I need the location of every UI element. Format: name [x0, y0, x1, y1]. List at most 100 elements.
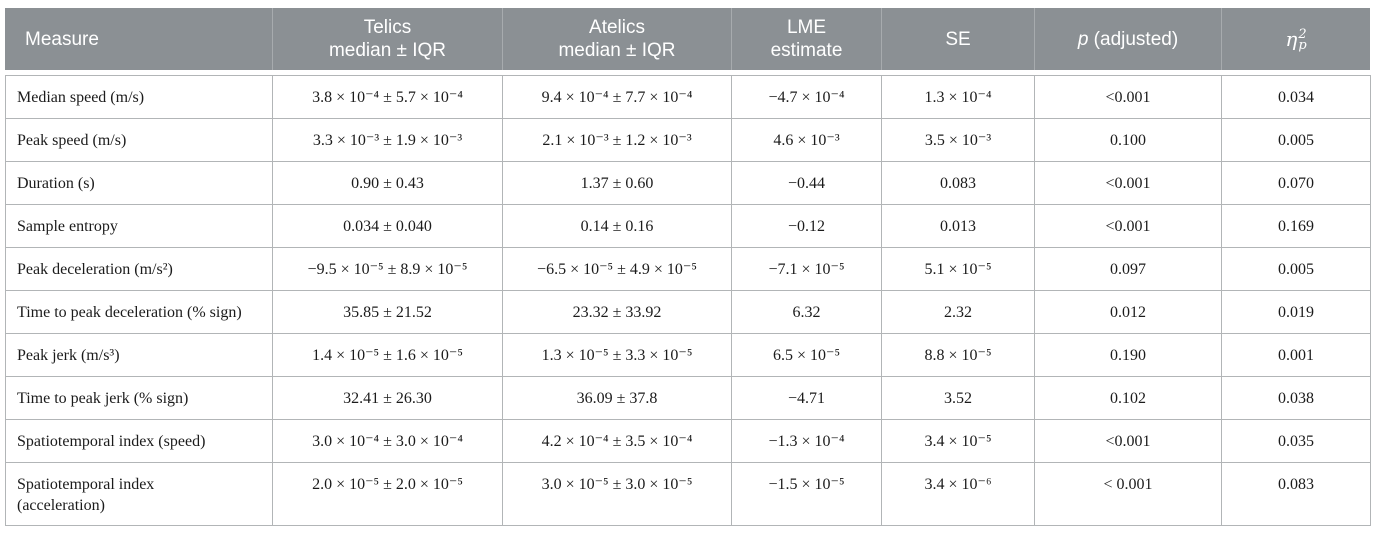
lme-estimate-cell: −1.3 × 10⁻⁴ [731, 419, 882, 463]
eta-squared-cell: 0.035 [1221, 419, 1371, 463]
telics-value-cell: 2.0 × 10⁻⁵ ± 2.0 × 10⁻⁵ [272, 462, 503, 526]
measure-cell: Spatiotemporal index (speed) [5, 419, 273, 463]
lme-estimate-cell: −1.5 × 10⁻⁵ [731, 462, 882, 526]
table-body: Median speed (m/s) 3.8 × 10⁻⁴ ± 5.7 × 10⁻… [5, 75, 1371, 526]
lme-estimate-cell: −0.44 [731, 161, 882, 205]
telics-value-cell: 0.90 ± 0.43 [272, 161, 503, 205]
results-table: Median speed (m/s) 3.8 × 10⁻⁴ ± 5.7 × 10⁻… [5, 75, 1371, 526]
p-value-cell: 0.012 [1034, 290, 1222, 334]
table-row: Time to peak deceleration (% sign) 35.85 … [5, 290, 1371, 334]
table-row: Peak deceleration (m/s²) −9.5 × 10⁻⁵ ± 8.… [5, 247, 1371, 291]
se-cell: 3.4 × 10⁻⁶ [881, 462, 1035, 526]
se-cell: 8.8 × 10⁻⁵ [881, 333, 1035, 377]
col-header-measure-label: Measure [25, 28, 99, 50]
col-header-p-adjusted: p (adjusted) [1034, 8, 1221, 70]
eta-subscript: p [1298, 38, 1307, 53]
table-row: Time to peak jerk (% sign) 32.41 ± 26.30 3… [5, 376, 1371, 420]
table-row: Sample entropy 0.034 ± 0.040 0.14 ± 0.16 −0… [5, 204, 1371, 248]
atelics-value-cell: −6.5 × 10⁻⁵ ± 4.9 × 10⁻⁵ [502, 247, 732, 291]
eta-squared-cell: 0.083 [1221, 462, 1371, 526]
telics-value-cell: 1.4 × 10⁻⁵ ± 1.6 × 10⁻⁵ [272, 333, 503, 377]
p-value-cell: 0.190 [1034, 333, 1222, 377]
lme-estimate-cell: 6.32 [731, 290, 882, 334]
measure-cell: Peak deceleration (m/s²) [5, 247, 273, 291]
col-header-se-label: SE [945, 28, 971, 50]
atelics-value-cell: 1.3 × 10⁻⁵ ± 3.3 × 10⁻⁵ [502, 333, 732, 377]
p-value-cell: <0.001 [1034, 419, 1222, 463]
se-cell: 1.3 × 10⁻⁴ [881, 75, 1035, 119]
eta-base: η [1285, 26, 1298, 51]
atelics-value-cell: 23.32 ± 33.92 [502, 290, 732, 334]
col-header-se: SE [881, 8, 1034, 70]
measure-cell: Median speed (m/s) [5, 75, 273, 119]
p-symbol: p [1077, 28, 1089, 50]
measure-cell: Duration (s) [5, 161, 273, 205]
p-value-cell: <0.001 [1034, 161, 1222, 205]
col-header-atelics: Atelics median ± IQR [502, 8, 731, 70]
col-header-lme-line1: LME [786, 17, 827, 38]
p-value-cell: 0.100 [1034, 118, 1222, 162]
lme-estimate-cell: −4.71 [731, 376, 882, 420]
se-cell: 3.5 × 10⁻³ [881, 118, 1035, 162]
se-cell: 2.32 [881, 290, 1035, 334]
atelics-value-cell: 4.2 × 10⁻⁴ ± 3.5 × 10⁻⁴ [502, 419, 732, 463]
eta-squared-cell: 0.038 [1221, 376, 1371, 420]
table-header-row: Measure Telics median ± IQR Atelics medi… [5, 8, 1370, 70]
se-cell: 0.083 [881, 161, 1035, 205]
telics-value-cell: 35.85 ± 21.52 [272, 290, 503, 334]
telics-value-cell: 3.8 × 10⁻⁴ ± 5.7 × 10⁻⁴ [272, 75, 503, 119]
measure-cell: Sample entropy [5, 204, 273, 248]
eta-squared-cell: 0.169 [1221, 204, 1371, 248]
p-value-cell: <0.001 [1034, 204, 1222, 248]
table-row: Spatiotemporal index (speed) 3.0 × 10⁻⁴ ±… [5, 419, 1371, 463]
table-row: Peak speed (m/s) 3.3 × 10⁻³ ± 1.9 × 10⁻³ 2… [5, 118, 1371, 162]
eta-superscript: 2 [1298, 27, 1307, 42]
measure-cell: Time to peak jerk (% sign) [5, 376, 273, 420]
measure-cell: Time to peak deceleration (% sign) [5, 290, 273, 334]
se-cell: 3.4 × 10⁻⁵ [881, 419, 1035, 463]
p-value-cell: 0.102 [1034, 376, 1222, 420]
telics-value-cell: 0.034 ± 0.040 [272, 204, 503, 248]
col-header-measure: Measure [5, 8, 272, 70]
eta-squared-cell: 0.070 [1221, 161, 1371, 205]
eta-squared-cell: 0.005 [1221, 247, 1371, 291]
eta-squared-cell: 0.005 [1221, 118, 1371, 162]
table-row: Duration (s) 0.90 ± 0.43 1.37 ± 0.60 −0.44 0… [5, 161, 1371, 205]
lme-estimate-cell: −0.12 [731, 204, 882, 248]
atelics-value-cell: 36.09 ± 37.8 [502, 376, 732, 420]
eta-squared-cell: 0.019 [1221, 290, 1371, 334]
p-value-cell: < 0.001 [1034, 462, 1222, 526]
p-value-cell: 0.097 [1034, 247, 1222, 291]
atelics-value-cell: 9.4 × 10⁻⁴ ± 7.7 × 10⁻⁴ [502, 75, 732, 119]
lme-estimate-cell: 6.5 × 10⁻⁵ [731, 333, 882, 377]
se-cell: 0.013 [881, 204, 1035, 248]
lme-estimate-cell: 4.6 × 10⁻³ [731, 118, 882, 162]
p-value-cell: <0.001 [1034, 75, 1222, 119]
atelics-value-cell: 0.14 ± 0.16 [502, 204, 732, 248]
table-row: Peak jerk (m/s³) 1.4 × 10⁻⁵ ± 1.6 × 10⁻⁵ 1… [5, 333, 1371, 377]
telics-value-cell: 32.41 ± 26.30 [272, 376, 503, 420]
table-row: Spatiotemporal index (acceleration) 2.0 ×… [5, 462, 1371, 526]
col-header-telics: Telics median ± IQR [272, 8, 502, 70]
eta-squared-p-symbol: η 2 p [1285, 26, 1307, 53]
header-body-gap [5, 70, 1370, 75]
eta-squared-cell: 0.034 [1221, 75, 1371, 119]
table-row: Median speed (m/s) 3.8 × 10⁻⁴ ± 5.7 × 10⁻… [5, 75, 1371, 119]
se-cell: 5.1 × 10⁻⁵ [881, 247, 1035, 291]
eta-supsub: 2 p [1298, 27, 1307, 53]
col-header-lme-estimate: LME estimate [731, 8, 881, 70]
telics-value-cell: 3.0 × 10⁻⁴ ± 3.0 × 10⁻⁴ [272, 419, 503, 463]
atelics-value-cell: 3.0 × 10⁻⁵ ± 3.0 × 10⁻⁵ [502, 462, 732, 526]
lme-estimate-cell: −4.7 × 10⁻⁴ [731, 75, 882, 119]
measure-cell: Peak jerk (m/s³) [5, 333, 273, 377]
col-header-atelics-line2: median ± IQR [558, 40, 676, 61]
col-header-p-adjusted-label: p (adjusted) [1078, 28, 1178, 51]
col-header-telics-line2: median ± IQR [328, 40, 447, 61]
p-adjusted-suffix: (adjusted) [1093, 28, 1179, 50]
measure-cell: Spatiotemporal index (acceleration) [5, 462, 273, 526]
atelics-value-cell: 1.37 ± 0.60 [502, 161, 732, 205]
col-header-telics-line1: Telics [363, 17, 412, 38]
col-header-atelics-line1: Atelics [589, 17, 645, 38]
telics-value-cell: 3.3 × 10⁻³ ± 1.9 × 10⁻³ [272, 118, 503, 162]
